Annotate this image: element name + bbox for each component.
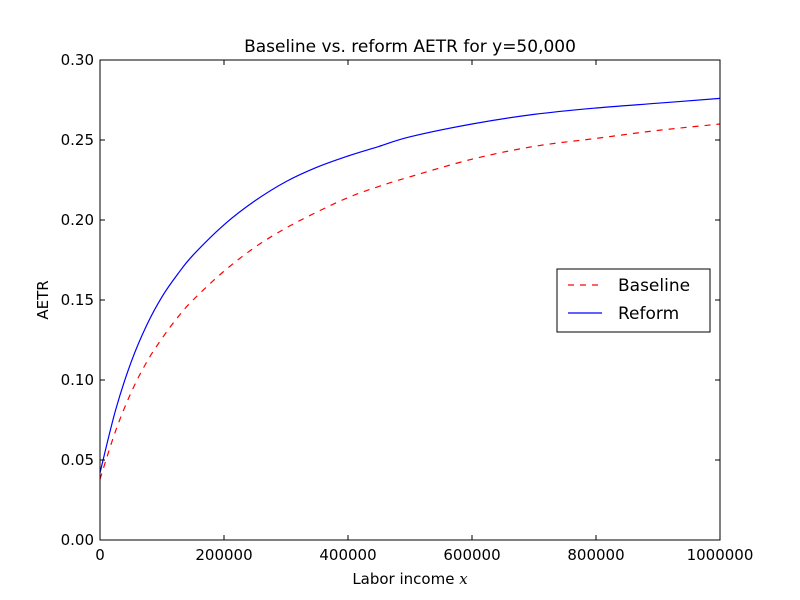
y-tick-label: 0.10 <box>61 371 94 389</box>
x-tick-label: 800000 <box>567 546 624 564</box>
x-tick-label: 600000 <box>443 546 500 564</box>
x-axis-label-text: Labor income <box>352 570 459 588</box>
tick-layer: 0 200000 400000 600000 800000 1000000 0.00 0.05… <box>61 51 754 564</box>
y-axis-label: AETR <box>34 280 52 319</box>
y-tick-label: 0.15 <box>61 291 94 309</box>
y-tick-label: 0.30 <box>61 51 94 69</box>
x-tick-label: 1000000 <box>687 546 754 564</box>
legend-box <box>556 268 711 333</box>
series-layer <box>99 97 721 480</box>
y-tick-label: 0.25 <box>61 131 94 149</box>
series-line-reform <box>99 97 721 473</box>
x-axis-label: Labor income x <box>352 570 468 588</box>
x-tick-label: 200000 <box>195 546 252 564</box>
legend-label-baseline: Baseline <box>618 276 690 296</box>
legend: Baseline Reform <box>556 268 711 333</box>
x-tick-label: 0 <box>95 546 105 564</box>
y-tick-label: 0.20 <box>61 211 94 229</box>
y-tick-label: 0.05 <box>61 451 94 469</box>
legend-label-reform: Reform <box>618 304 679 324</box>
chart-title: Baseline vs. reform AETR for y=50,000 <box>244 37 576 57</box>
y-tick-label: 0.00 <box>61 531 94 549</box>
series-line-baseline <box>99 123 721 480</box>
x-axis-label-math: x <box>459 570 468 588</box>
x-tick-label: 400000 <box>319 546 376 564</box>
